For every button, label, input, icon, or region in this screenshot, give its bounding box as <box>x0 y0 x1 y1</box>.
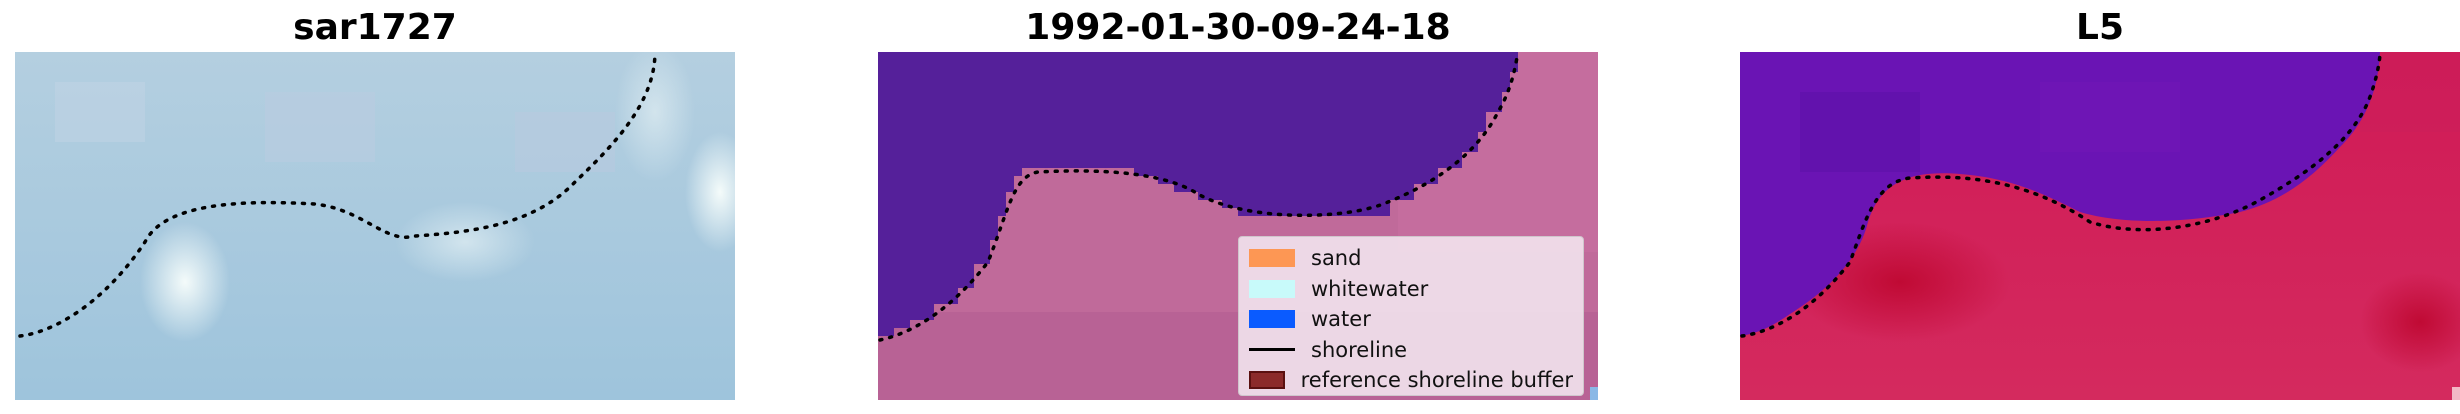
panel-title-index: L5 <box>2076 7 2124 48</box>
legend-item-whitewater: whitewater <box>1249 274 1573 305</box>
rgb-image <box>15 52 735 400</box>
whitewater-swatch <box>1249 279 1295 298</box>
index-image-svg <box>1740 52 2460 400</box>
water-class-region <box>878 52 1518 336</box>
buffer-swatch <box>1249 371 1285 390</box>
legend-label: shoreline <box>1311 337 1408 362</box>
legend: sand whitewater water shoreline referenc… <box>1238 236 1584 396</box>
sand-swatch <box>1249 249 1295 268</box>
index-image <box>1740 52 2460 400</box>
panel-title-rgb: sar1727 <box>293 7 457 48</box>
legend-item-water: water <box>1249 304 1573 335</box>
legend-item-sand: sand <box>1249 243 1573 274</box>
panel-index: L5 <box>1740 0 2460 414</box>
shoreline-path <box>1740 52 2382 338</box>
panel-classified: 1992-01-30-09-24-18 <box>878 0 1598 414</box>
shoreline-line-swatch <box>1249 348 1295 352</box>
panel-title-classified: 1992-01-30-09-24-18 <box>1025 7 1451 48</box>
legend-item-shoreline: shoreline <box>1249 335 1573 366</box>
panel-rgb: sar1727 <box>15 0 735 414</box>
legend-label: sand <box>1311 246 1362 271</box>
water-swatch <box>1249 310 1295 329</box>
rgb-image-svg <box>15 52 735 400</box>
legend-label: water <box>1311 307 1371 332</box>
shoreline-path <box>878 52 1520 342</box>
legend-label: whitewater <box>1311 276 1429 301</box>
legend-label: reference shoreline buffer <box>1300 368 1573 393</box>
shoreline-path <box>18 52 657 338</box>
legend-item-buffer: reference shoreline buffer <box>1249 365 1573 396</box>
